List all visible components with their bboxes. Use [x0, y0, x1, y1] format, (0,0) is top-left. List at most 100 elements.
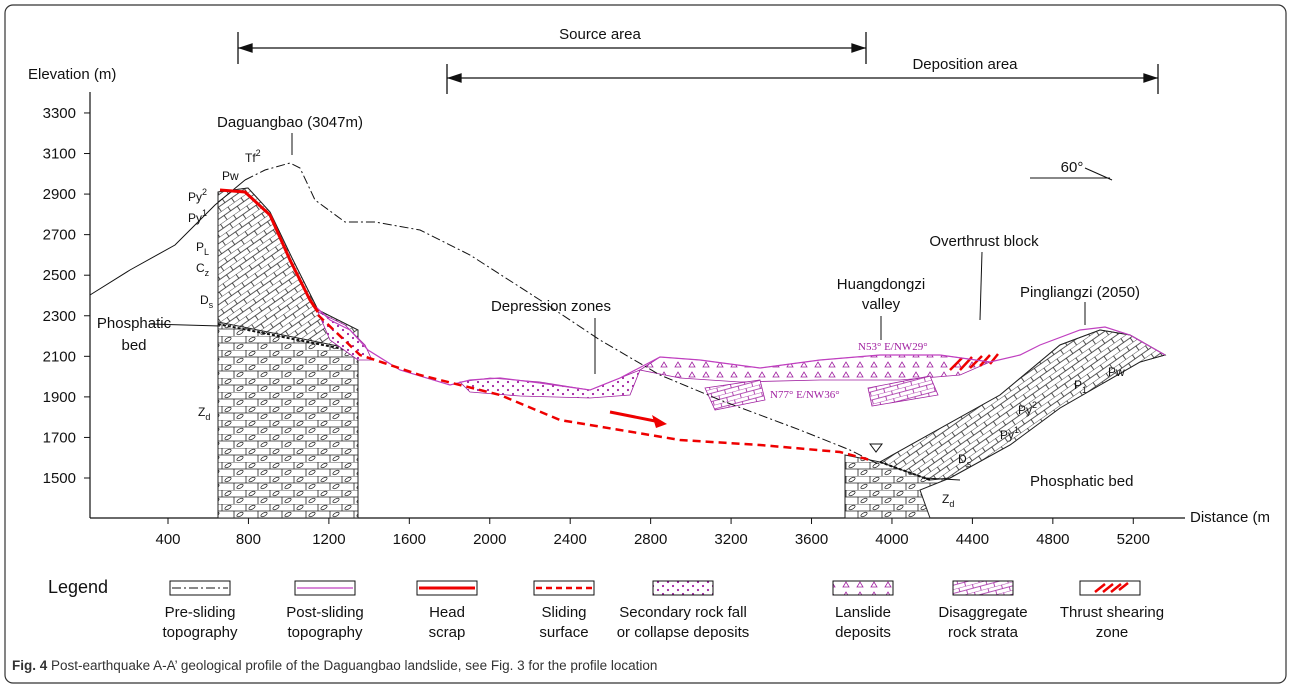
stratum-label: Pw — [222, 169, 239, 183]
stratum-sub: z — [205, 268, 210, 278]
figure: Source area Deposition area Elevation (m… — [0, 0, 1292, 689]
stratum-label: Ds — [200, 293, 214, 310]
y-tick-label: 2100 — [43, 348, 76, 365]
stratum-sub: d — [205, 412, 210, 422]
x-tick-label: 1600 — [393, 531, 426, 548]
y-tick-label: 2900 — [43, 186, 76, 203]
x-tick-label: 400 — [155, 531, 180, 548]
orientation-label: N77° E/NW36° — [770, 389, 840, 401]
caption: Fig. 4 Post-earthquake A-A’ geological p… — [12, 658, 657, 673]
legend-label: Pre-sliding — [165, 604, 236, 621]
x-tick-label: 4800 — [1036, 531, 1069, 548]
y-tick-label: 3100 — [43, 146, 76, 163]
legend-label: Post-sliding — [286, 604, 364, 621]
x-tick-label: 800 — [236, 531, 261, 548]
peak-label: Daguangbao (3047m) — [217, 114, 363, 131]
stratum-sub: d — [949, 499, 954, 509]
stratum-base: D — [958, 452, 967, 466]
y-tick-label: 1500 — [43, 470, 76, 487]
stratum-label: Py2 — [188, 187, 207, 204]
stratum-sup: 2 — [1032, 400, 1037, 410]
stratum-label: Zd — [942, 492, 954, 509]
stratum-sup: 1 — [202, 208, 207, 218]
stratum-sup: 2 — [256, 148, 261, 158]
stratum-base: Pw — [222, 169, 239, 183]
stratum-label: Pw — [1108, 365, 1125, 379]
x-axis-label: Distance (m — [1190, 509, 1270, 526]
stratum-label: Tf2 — [245, 148, 261, 165]
y-tick-label: 2700 — [43, 227, 76, 244]
stratum-base: Py — [1000, 428, 1014, 442]
slide-arrow-head — [652, 415, 667, 428]
dip-label: 60° — [1061, 159, 1084, 176]
slide-arrow — [610, 412, 660, 422]
legend-label: topography — [162, 624, 238, 641]
x-tick-label: 4000 — [875, 531, 908, 548]
stratum-base: Z — [198, 405, 205, 419]
x-tick-label: 2000 — [473, 531, 506, 548]
legend-swatch — [653, 581, 713, 595]
stratum-base: P — [1074, 378, 1082, 392]
range-label: Source area — [559, 26, 641, 43]
caption-text: Post-earthquake A-A’ geological profile … — [51, 658, 657, 673]
legend-swatch — [953, 581, 1013, 595]
annotation: Depression zones — [491, 298, 611, 315]
stratum-base: P — [196, 240, 204, 254]
legend-label: rock strata — [948, 624, 1019, 641]
y-tick-label: 1700 — [43, 429, 76, 446]
x-tick-label: 4400 — [956, 531, 989, 548]
legend-swatch — [534, 581, 594, 595]
legend-label: Head — [429, 604, 465, 621]
stratum-sub: s — [209, 300, 214, 310]
stratum-base: Pw — [1108, 365, 1125, 379]
stratum-base: Py — [1018, 403, 1032, 417]
legend-label: Sliding — [541, 604, 586, 621]
stratum-sub: L — [204, 247, 209, 257]
legend-label: scrap — [429, 624, 466, 641]
annotation: Phosphatic bed — [1030, 473, 1133, 490]
disaggregate-strata — [868, 376, 938, 406]
orientation-label: N53° E/NW29° — [858, 341, 928, 353]
stratum-sup: 1 — [1014, 425, 1019, 435]
annotation: valley — [862, 296, 901, 313]
x-tick-label: 2400 — [554, 531, 587, 548]
stratum-base: Tf — [245, 151, 256, 165]
legend-label: Thrust shearing — [1060, 604, 1164, 621]
legend-label: Lanslide — [835, 604, 891, 621]
y-tick-label: 1900 — [43, 389, 76, 406]
legend-label: or collapse deposits — [617, 624, 750, 641]
legend-label: topography — [287, 624, 363, 641]
legend-label: deposits — [835, 624, 891, 641]
stratum-label: Cz — [196, 261, 210, 278]
range-label: Deposition area — [912, 56, 1018, 73]
stratum-sup: 2 — [202, 187, 207, 197]
stratum-label: PL — [196, 240, 209, 257]
y-tick-label: 2500 — [43, 267, 76, 284]
stratum-base: Py — [188, 211, 202, 225]
y-tick-label: 3300 — [43, 105, 76, 122]
stratum-base: Z — [942, 492, 949, 506]
caption-label: Fig. 4 — [12, 658, 48, 673]
stratum-label: Zd — [198, 405, 210, 422]
annotation: Huangdongzi — [837, 276, 925, 293]
stratum-base: Py — [188, 190, 202, 204]
legend-label: Secondary rock fall — [619, 604, 747, 621]
water-table — [870, 444, 882, 452]
legend-swatch — [833, 581, 893, 595]
legend-title: Legend — [48, 577, 108, 597]
stratum-label: Py1 — [188, 208, 207, 225]
annotation: bed — [121, 337, 146, 354]
stratum-base: D — [200, 293, 209, 307]
stratum-sub: s — [967, 459, 972, 469]
legend — [170, 581, 1140, 595]
y-axis-label: Elevation (m) — [28, 66, 116, 83]
annotation: Overthrust block — [929, 233, 1039, 250]
x-tick-label: 5200 — [1117, 531, 1150, 548]
stratum-sub: 1 — [1082, 385, 1087, 395]
y-tick-label: 2300 — [43, 308, 76, 325]
stratum-base: C — [196, 261, 205, 275]
annotation: Pingliangzi (2050) — [1020, 284, 1140, 301]
x-tick-label: 3600 — [795, 531, 828, 548]
x-tick-label: 3200 — [714, 531, 747, 548]
range-arrows — [238, 32, 1158, 94]
